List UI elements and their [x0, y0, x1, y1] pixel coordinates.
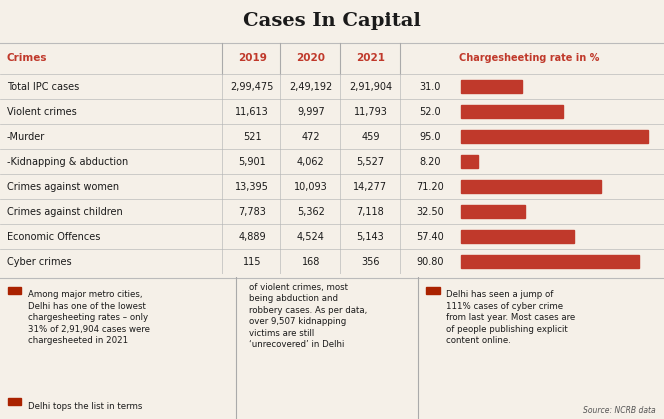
Text: 168: 168: [301, 257, 320, 267]
Text: 459: 459: [361, 132, 380, 142]
Text: 11,793: 11,793: [353, 107, 388, 116]
Text: 71.20: 71.20: [416, 182, 444, 192]
Text: Cases In Capital: Cases In Capital: [243, 12, 421, 30]
Text: 115: 115: [243, 257, 262, 267]
Text: -Kidnapping & abduction: -Kidnapping & abduction: [7, 157, 128, 167]
Text: 356: 356: [361, 257, 380, 267]
Text: Total IPC cases: Total IPC cases: [7, 82, 79, 92]
Text: 2,99,475: 2,99,475: [230, 82, 274, 92]
Text: 2019: 2019: [238, 53, 267, 63]
Text: Source: NCRB data: Source: NCRB data: [584, 406, 656, 415]
Text: 10,093: 10,093: [294, 182, 327, 192]
Text: 2,91,904: 2,91,904: [349, 82, 392, 92]
Text: Crimes against children: Crimes against children: [7, 207, 122, 217]
Text: 52.0: 52.0: [420, 107, 441, 116]
Bar: [461, 155, 477, 168]
Text: 32.50: 32.50: [416, 207, 444, 217]
Bar: [461, 205, 525, 218]
Text: 7,783: 7,783: [238, 207, 266, 217]
Text: Crimes: Crimes: [7, 53, 47, 63]
Text: 4,889: 4,889: [238, 232, 266, 242]
Text: 13,395: 13,395: [235, 182, 270, 192]
Bar: [461, 80, 522, 93]
Text: 5,901: 5,901: [238, 157, 266, 167]
Text: Delhi has seen a jump of
111% cases of cyber crime
from last year. Most cases ar: Delhi has seen a jump of 111% cases of c…: [446, 290, 576, 345]
Text: 95.0: 95.0: [420, 132, 441, 142]
Text: Delhi tops the list in terms: Delhi tops the list in terms: [28, 401, 142, 411]
Text: 8.20: 8.20: [420, 157, 441, 167]
Text: Cyber crimes: Cyber crimes: [7, 257, 71, 267]
Text: 2020: 2020: [296, 53, 325, 63]
Text: Among major metro cities,
Delhi has one of the lowest
chargesheeting rates – onl: Among major metro cities, Delhi has one …: [28, 290, 150, 345]
Bar: [461, 130, 647, 143]
Bar: [461, 230, 574, 243]
Text: Economic Offences: Economic Offences: [7, 232, 100, 242]
Text: Chargesheeting rate in %: Chargesheeting rate in %: [459, 53, 599, 63]
Bar: [461, 256, 639, 269]
Text: 5,527: 5,527: [357, 157, 384, 167]
Text: Crimes against women: Crimes against women: [7, 182, 119, 192]
Text: 5,362: 5,362: [297, 207, 325, 217]
Text: 4,524: 4,524: [297, 232, 325, 242]
Bar: [8, 287, 21, 294]
Text: 11,613: 11,613: [236, 107, 269, 116]
Text: 521: 521: [243, 132, 262, 142]
Bar: [8, 398, 21, 405]
Text: 14,277: 14,277: [353, 182, 388, 192]
Text: 31.0: 31.0: [420, 82, 441, 92]
Text: 9,997: 9,997: [297, 107, 325, 116]
Bar: [426, 287, 440, 294]
Bar: [461, 105, 563, 118]
Text: 2021: 2021: [356, 53, 385, 63]
Text: 472: 472: [301, 132, 320, 142]
Text: Violent crimes: Violent crimes: [7, 107, 76, 116]
Text: 90.80: 90.80: [416, 257, 444, 267]
Text: of violent crimes, most
being abduction and
robbery cases. As per data,
over 9,5: of violent crimes, most being abduction …: [249, 283, 367, 349]
Text: 4,062: 4,062: [297, 157, 325, 167]
Text: 2,49,192: 2,49,192: [289, 82, 333, 92]
Text: 7,118: 7,118: [357, 207, 384, 217]
Text: -Murder: -Murder: [7, 132, 45, 142]
Text: 5,143: 5,143: [357, 232, 384, 242]
Text: 57.40: 57.40: [416, 232, 444, 242]
Bar: [461, 180, 601, 193]
